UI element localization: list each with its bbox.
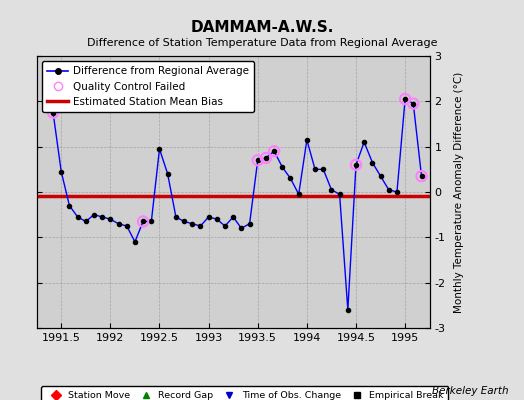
- Point: [409, 100, 418, 107]
- Point: [417, 173, 425, 179]
- Point: [254, 157, 262, 164]
- Text: Difference of Station Temperature Data from Regional Average: Difference of Station Temperature Data f…: [87, 38, 437, 48]
- Point: [352, 162, 360, 168]
- Point: [401, 96, 409, 102]
- Point: [261, 155, 270, 161]
- Point: [139, 218, 147, 225]
- Text: DAMMAM-A.W.S.: DAMMAM-A.W.S.: [190, 20, 334, 35]
- Text: Berkeley Earth: Berkeley Earth: [432, 386, 508, 396]
- Point: [270, 148, 278, 154]
- Point: [49, 110, 57, 116]
- Legend: Station Move, Record Gap, Time of Obs. Change, Empirical Break: Station Move, Record Gap, Time of Obs. C…: [41, 386, 449, 400]
- Y-axis label: Monthly Temperature Anomaly Difference (°C): Monthly Temperature Anomaly Difference (…: [454, 71, 464, 313]
